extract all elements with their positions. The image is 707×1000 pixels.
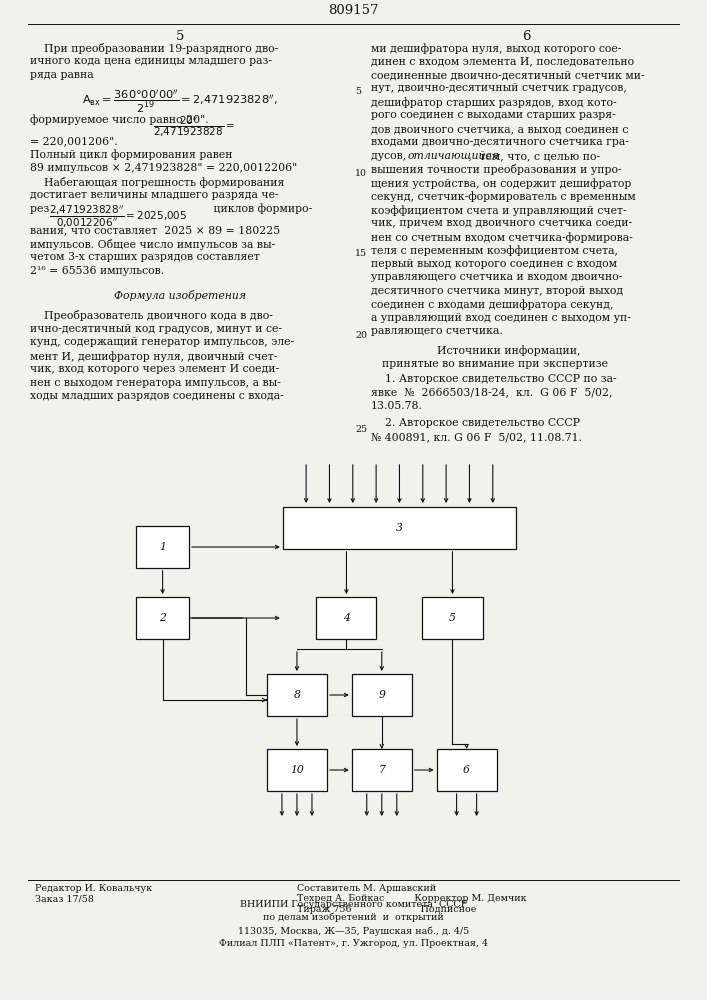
Text: Набегающая погрешность формирования: Набегающая погрешность формирования — [30, 177, 284, 188]
Text: 13.05.78.: 13.05.78. — [371, 401, 423, 411]
Text: кунд, содержащий генератор импульсов, эле-: кунд, содержащий генератор импульсов, эл… — [30, 337, 294, 347]
Text: 89 импульсов × 2,471923828" = 220,0012206": 89 импульсов × 2,471923828" = 220,001220… — [30, 163, 297, 173]
Text: ми дешифратора нуля, выход которого сое-: ми дешифратора нуля, выход которого сое- — [371, 43, 621, 54]
Text: 10: 10 — [290, 765, 304, 775]
Bar — [352, 749, 411, 791]
Bar — [437, 749, 496, 791]
Text: = 220,001206".: = 220,001206". — [30, 136, 117, 146]
Text: четом 3-х старших разрядов составляет: четом 3-х старших разрядов составляет — [30, 252, 259, 262]
Text: 8: 8 — [293, 690, 300, 700]
Text: достигает величины младшего разряда че-: достигает величины младшего разряда че- — [30, 190, 279, 200]
Text: № 400891, кл. G 06 F  5/02, 11.08.71.: № 400891, кл. G 06 F 5/02, 11.08.71. — [371, 432, 582, 442]
Text: Редактор И. Ковальчук
Заказ 17/58: Редактор И. Ковальчук Заказ 17/58 — [35, 884, 153, 903]
Text: ичного кода цена единицы младшего раз-: ичного кода цена единицы младшего раз- — [30, 56, 271, 66]
Text: управляющего счетчика и входом двоично-: управляющего счетчика и входом двоично- — [371, 272, 623, 282]
Text: десятичного счетчика минут, второй выход: десятичного счетчика минут, второй выход — [371, 286, 624, 296]
Text: коэффициентом счета и управляющий счет-: коэффициентом счета и управляющий счет- — [371, 205, 627, 216]
Bar — [283, 507, 516, 549]
Bar — [352, 674, 411, 716]
Text: нут, двоично-десятичный счетчик градусов,: нут, двоично-десятичный счетчик градусов… — [371, 83, 627, 93]
Text: принятые во внимание при экспертизе: принятые во внимание при экспертизе — [382, 359, 608, 369]
Text: 1: 1 — [159, 542, 166, 552]
Text: ходы младших разрядов соединены с входа-: ходы младших разрядов соединены с входа- — [30, 391, 284, 401]
Bar — [317, 597, 376, 639]
Bar — [423, 597, 482, 639]
Text: вышения точности преобразования и упро-: вышения точности преобразования и упро- — [371, 164, 621, 175]
Text: 5: 5 — [355, 88, 361, 97]
Text: дешифратор старших разрядов, вход кото-: дешифратор старших разрядов, вход кото- — [371, 97, 617, 108]
Text: $\dfrac{2{,}471923828''}{0{,}0012206''} = 2025{,}005$: $\dfrac{2{,}471923828''}{0{,}0012206''} … — [49, 204, 188, 230]
Text: нен со счетным входом счетчика-формирова-: нен со счетным входом счетчика-формирова… — [371, 232, 633, 243]
Bar — [136, 526, 189, 568]
Text: $\mathrm{A_{вх}} = \dfrac{360°00'00''}{2^{19}} = 2{,}471923828'',$: $\mathrm{A_{вх}} = \dfrac{360°00'00''}{2… — [83, 89, 278, 115]
Text: 5: 5 — [176, 30, 185, 43]
Text: 5: 5 — [449, 613, 456, 623]
Text: первый выход которого соединен с входом: первый выход которого соединен с входом — [371, 259, 617, 269]
Text: Источники информации,: Источники информации, — [438, 345, 580, 356]
Text: по делам изобретений  и  открытий: по делам изобретений и открытий — [263, 913, 444, 922]
Bar — [267, 749, 327, 791]
Text: Формула изобретения: Формула изобретения — [115, 290, 246, 301]
Text: дусов,: дусов, — [371, 151, 410, 161]
Text: 20: 20 — [355, 330, 367, 340]
Text: 4: 4 — [343, 613, 350, 623]
Text: отличающийся: отличающийся — [408, 151, 500, 161]
Text: ично-десятичный код градусов, минут и се-: ично-десятичный код градусов, минут и се… — [30, 324, 281, 334]
Bar — [267, 674, 327, 716]
Text: 7: 7 — [378, 765, 385, 775]
Text: Полный цикл формирования равен: Полный цикл формирования равен — [30, 150, 232, 160]
Text: рез: рез — [30, 204, 52, 214]
Text: 3: 3 — [396, 523, 403, 533]
Text: равляющего счетчика.: равляющего счетчика. — [371, 326, 503, 336]
Text: динен с входом элемента И, последовательно: динен с входом элемента И, последователь… — [371, 56, 634, 66]
Text: дов двоичного счетчика, а выход соединен с: дов двоичного счетчика, а выход соединен… — [371, 124, 629, 134]
Text: чик, вход которого через элемент И соеди-: чик, вход которого через элемент И соеди… — [30, 364, 279, 374]
Text: 1. Авторское свидетельство СССР по за-: 1. Авторское свидетельство СССР по за- — [371, 374, 617, 384]
Text: теля с переменным коэффициентом счета,: теля с переменным коэффициентом счета, — [371, 245, 618, 256]
Text: $\dfrac{20''}{2{,}471923828} =$: $\dfrac{20''}{2{,}471923828} =$ — [153, 115, 235, 139]
Text: ВНИИПИ Государственного комитета  СССР: ВНИИПИ Государственного комитета СССР — [240, 900, 467, 909]
Text: нен с выходом генератора импульсов, а вы-: нен с выходом генератора импульсов, а вы… — [30, 378, 281, 388]
Text: входами двоично-десятичного счетчика гра-: входами двоично-десятичного счетчика гра… — [371, 137, 629, 147]
Text: секунд, счетчик-формирователь с временным: секунд, счетчик-формирователь с временны… — [371, 191, 636, 202]
Text: 6: 6 — [522, 30, 531, 43]
Text: чик, причем вход двоичного счетчика соеди-: чик, причем вход двоичного счетчика соед… — [371, 218, 632, 228]
Text: мент И, дешифратор нуля, двоичный счет-: мент И, дешифратор нуля, двоичный счет- — [30, 351, 277, 362]
Text: Филиал ПЛП «Патент», г. Ужгород, ул. Проектная, 4: Филиал ПЛП «Патент», г. Ужгород, ул. Про… — [219, 939, 488, 948]
Text: тем, что, с целью по-: тем, что, с целью по- — [476, 151, 600, 161]
Text: 15: 15 — [355, 249, 367, 258]
Text: 809157: 809157 — [328, 4, 379, 17]
Text: 113035, Москва, Ж—35, Раушская наб., д. 4/5: 113035, Москва, Ж—35, Раушская наб., д. … — [238, 926, 469, 936]
Text: 2¹⁶ = 65536 импульсов.: 2¹⁶ = 65536 импульсов. — [30, 266, 164, 276]
Text: соединен с входами дешифратора секунд,: соединен с входами дешифратора секунд, — [371, 299, 614, 310]
Bar — [136, 597, 189, 639]
Text: При преобразовании 19-разрядного дво-: При преобразовании 19-разрядного дво- — [30, 43, 278, 54]
Text: 25: 25 — [355, 424, 367, 434]
Text: Составитель М. Аршавский
Техред А. Бойкас          Корректор М. Демчик
Тираж 756: Составитель М. Аршавский Техред А. Бойка… — [297, 884, 527, 914]
Text: циклов формиро-: циклов формиро- — [210, 204, 312, 214]
Text: соединенные двоично-десятичный счетчик ми-: соединенные двоично-десятичный счетчик м… — [371, 70, 645, 80]
Text: а управляющий вход соединен с выходом уп-: а управляющий вход соединен с выходом уп… — [371, 313, 631, 323]
Text: щения устройства, он содержит дешифратор: щения устройства, он содержит дешифратор — [371, 178, 631, 189]
Text: 2: 2 — [159, 613, 166, 623]
Text: явке  №  2666503/18-24,  кл.  G 06 F  5/02,: явке № 2666503/18-24, кл. G 06 F 5/02, — [371, 387, 613, 397]
Text: 2. Авторское свидетельство СССР: 2. Авторское свидетельство СССР — [371, 418, 580, 428]
Text: ряда равна: ряда равна — [30, 70, 93, 80]
Text: 9: 9 — [378, 690, 385, 700]
Text: 10: 10 — [355, 168, 367, 178]
Text: рого соединен с выходами старших разря-: рого соединен с выходами старших разря- — [371, 110, 616, 120]
Text: Преобразователь двоичного кода в дво-: Преобразователь двоичного кода в дво- — [30, 310, 273, 321]
Text: импульсов. Общее число импульсов за вы-: импульсов. Общее число импульсов за вы- — [30, 239, 275, 250]
Text: вания, что составляет  2025 × 89 = 180225: вания, что составляет 2025 × 89 = 180225 — [30, 225, 280, 235]
Text: формируемое число равно 20".: формируемое число равно 20". — [30, 115, 216, 125]
Text: 6: 6 — [463, 765, 470, 775]
